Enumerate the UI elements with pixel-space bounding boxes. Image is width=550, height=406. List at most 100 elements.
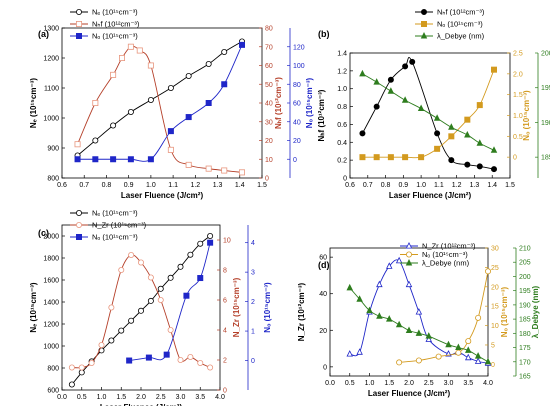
data-point: [387, 76, 394, 83]
legend-marker: [420, 8, 427, 15]
data-point: [417, 104, 425, 112]
x-tick-label: 0.5: [345, 380, 355, 387]
series-line-1: [362, 57, 495, 170]
y-tick-label: 25: [491, 265, 499, 272]
data-point: [187, 353, 194, 360]
y-tick-label: 190: [541, 120, 550, 127]
data-point: [147, 62, 154, 69]
y-tick-label: 40: [293, 119, 301, 126]
series-line-2: [399, 271, 489, 363]
data-point: [167, 326, 174, 333]
legend-marker: [76, 209, 83, 216]
y-tick-label: 1100: [44, 86, 59, 93]
data-point: [108, 304, 115, 311]
y-tick-label: 1.2: [337, 68, 347, 75]
data-point: [118, 327, 125, 334]
data-point: [126, 357, 133, 364]
data-point: [221, 81, 228, 88]
y-tick-label: 6: [223, 298, 227, 305]
data-point: [402, 63, 409, 70]
x-tick-label: 1.0: [146, 182, 156, 189]
data-point: [197, 275, 204, 282]
data-point: [359, 130, 366, 137]
data-point: [366, 306, 373, 314]
data-point: [98, 341, 105, 348]
y-tick-label: 10: [223, 238, 231, 245]
panel-4: 0.0 0.5 1.0 1.5 2.0 2.5 3.0 3.5 4.0 Laser Fluence…: [297, 242, 540, 399]
data-point: [118, 266, 125, 273]
x-tick-label: 1.1: [168, 182, 178, 189]
x-tick-label: 1.0: [416, 182, 426, 189]
data-point: [490, 166, 497, 173]
data-point: [197, 359, 204, 366]
legend-marker: [76, 20, 83, 27]
data-point: [128, 251, 135, 258]
data-point: [110, 156, 117, 163]
data-point: [137, 259, 144, 266]
x-tick-label: 0.0: [57, 394, 67, 401]
data-point: [88, 359, 95, 366]
data-point: [207, 239, 214, 246]
data-point: [207, 364, 214, 371]
data-point: [415, 357, 422, 364]
y-tick-label: 0: [251, 358, 255, 365]
y-tick-label: 1.0: [513, 113, 523, 120]
data-point: [425, 335, 432, 342]
y-tick-label: 0: [343, 176, 347, 183]
data-point: [127, 156, 134, 163]
legend-label: Nₒ (10¹⁵cm⁻³): [92, 32, 138, 41]
data-point: [147, 156, 154, 163]
data-point: [476, 102, 483, 109]
y-tick-label: 70: [265, 44, 273, 51]
data-point: [396, 359, 403, 366]
y-tick-label: 100: [293, 63, 305, 70]
y-tick-label: 4: [251, 240, 255, 247]
data-point: [490, 146, 498, 153]
data-point: [119, 55, 126, 62]
y-tick-label: 190: [519, 302, 531, 309]
legend-label: Nₑ (10¹⁵cm⁻³): [92, 8, 138, 17]
y-tick-label: 180: [519, 331, 531, 338]
data-point: [92, 156, 99, 163]
data-point: [433, 114, 441, 121]
y-tick-label: 40: [265, 101, 273, 108]
data-point: [205, 61, 212, 68]
data-point: [92, 100, 99, 107]
y-tick-label: 195: [541, 85, 550, 92]
data-point: [474, 357, 482, 364]
x-axis-label: Laser Fluence (J/cm²): [121, 191, 204, 200]
y-tick-label: 80: [293, 82, 301, 89]
y-tick-label: 1000: [43, 116, 59, 123]
y-tick-label: 2.0: [513, 71, 523, 78]
x-tick-label: 0.9: [398, 182, 408, 189]
y-axis-label: Nₕf (10¹²cm⁻³): [317, 89, 326, 141]
legend-marker: [420, 32, 428, 39]
data-point: [373, 78, 380, 85]
x-tick-label: 0.6: [345, 182, 355, 189]
series-line-2: [77, 45, 243, 173]
data-point: [465, 338, 472, 345]
legend-marker: [405, 251, 412, 258]
y-tick-label: 2.5: [513, 51, 523, 58]
data-point: [110, 71, 117, 78]
data-point: [207, 232, 214, 239]
x-tick-label: 4.0: [215, 394, 225, 401]
data-point: [448, 123, 455, 130]
data-point: [476, 163, 483, 170]
y-tick-label: 0: [491, 362, 495, 369]
x-tick-label: 0.6: [57, 182, 67, 189]
data-point: [108, 337, 115, 344]
data-point: [464, 116, 471, 123]
data-point: [185, 161, 192, 168]
data-point: [78, 369, 85, 376]
y-axis-label: Nₕf (10¹²cm⁻³): [274, 77, 283, 129]
x-tick-label: 1.0: [97, 394, 107, 401]
y-tick-label: 60: [293, 101, 301, 108]
legend-marker: [405, 259, 413, 266]
x-tick-label: 0.7: [79, 182, 89, 189]
x-tick-label: 3.5: [463, 380, 473, 387]
y-tick-label: 0.8: [337, 104, 347, 111]
x-tick-label: 0.5: [77, 394, 87, 401]
data-point: [177, 263, 184, 270]
x-axis-label: Laser Fluence (J/cm²): [368, 389, 451, 398]
